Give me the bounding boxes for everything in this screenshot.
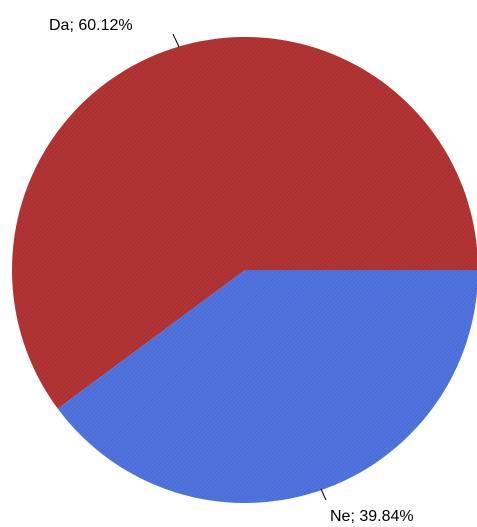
leader-line-da bbox=[172, 33, 180, 48]
pie-slices bbox=[12, 36, 477, 503]
leader-line-ne bbox=[320, 488, 327, 501]
pie-labels: Da; 60.12% Ne; 39.84% bbox=[49, 17, 414, 525]
slice-label-ne: Ne; 39.84% bbox=[330, 508, 414, 525]
pie-slice-da bbox=[12, 36, 477, 409]
slice-label-da: Da; 60.12% bbox=[49, 17, 133, 34]
pie-slice-ne bbox=[57, 270, 477, 503]
